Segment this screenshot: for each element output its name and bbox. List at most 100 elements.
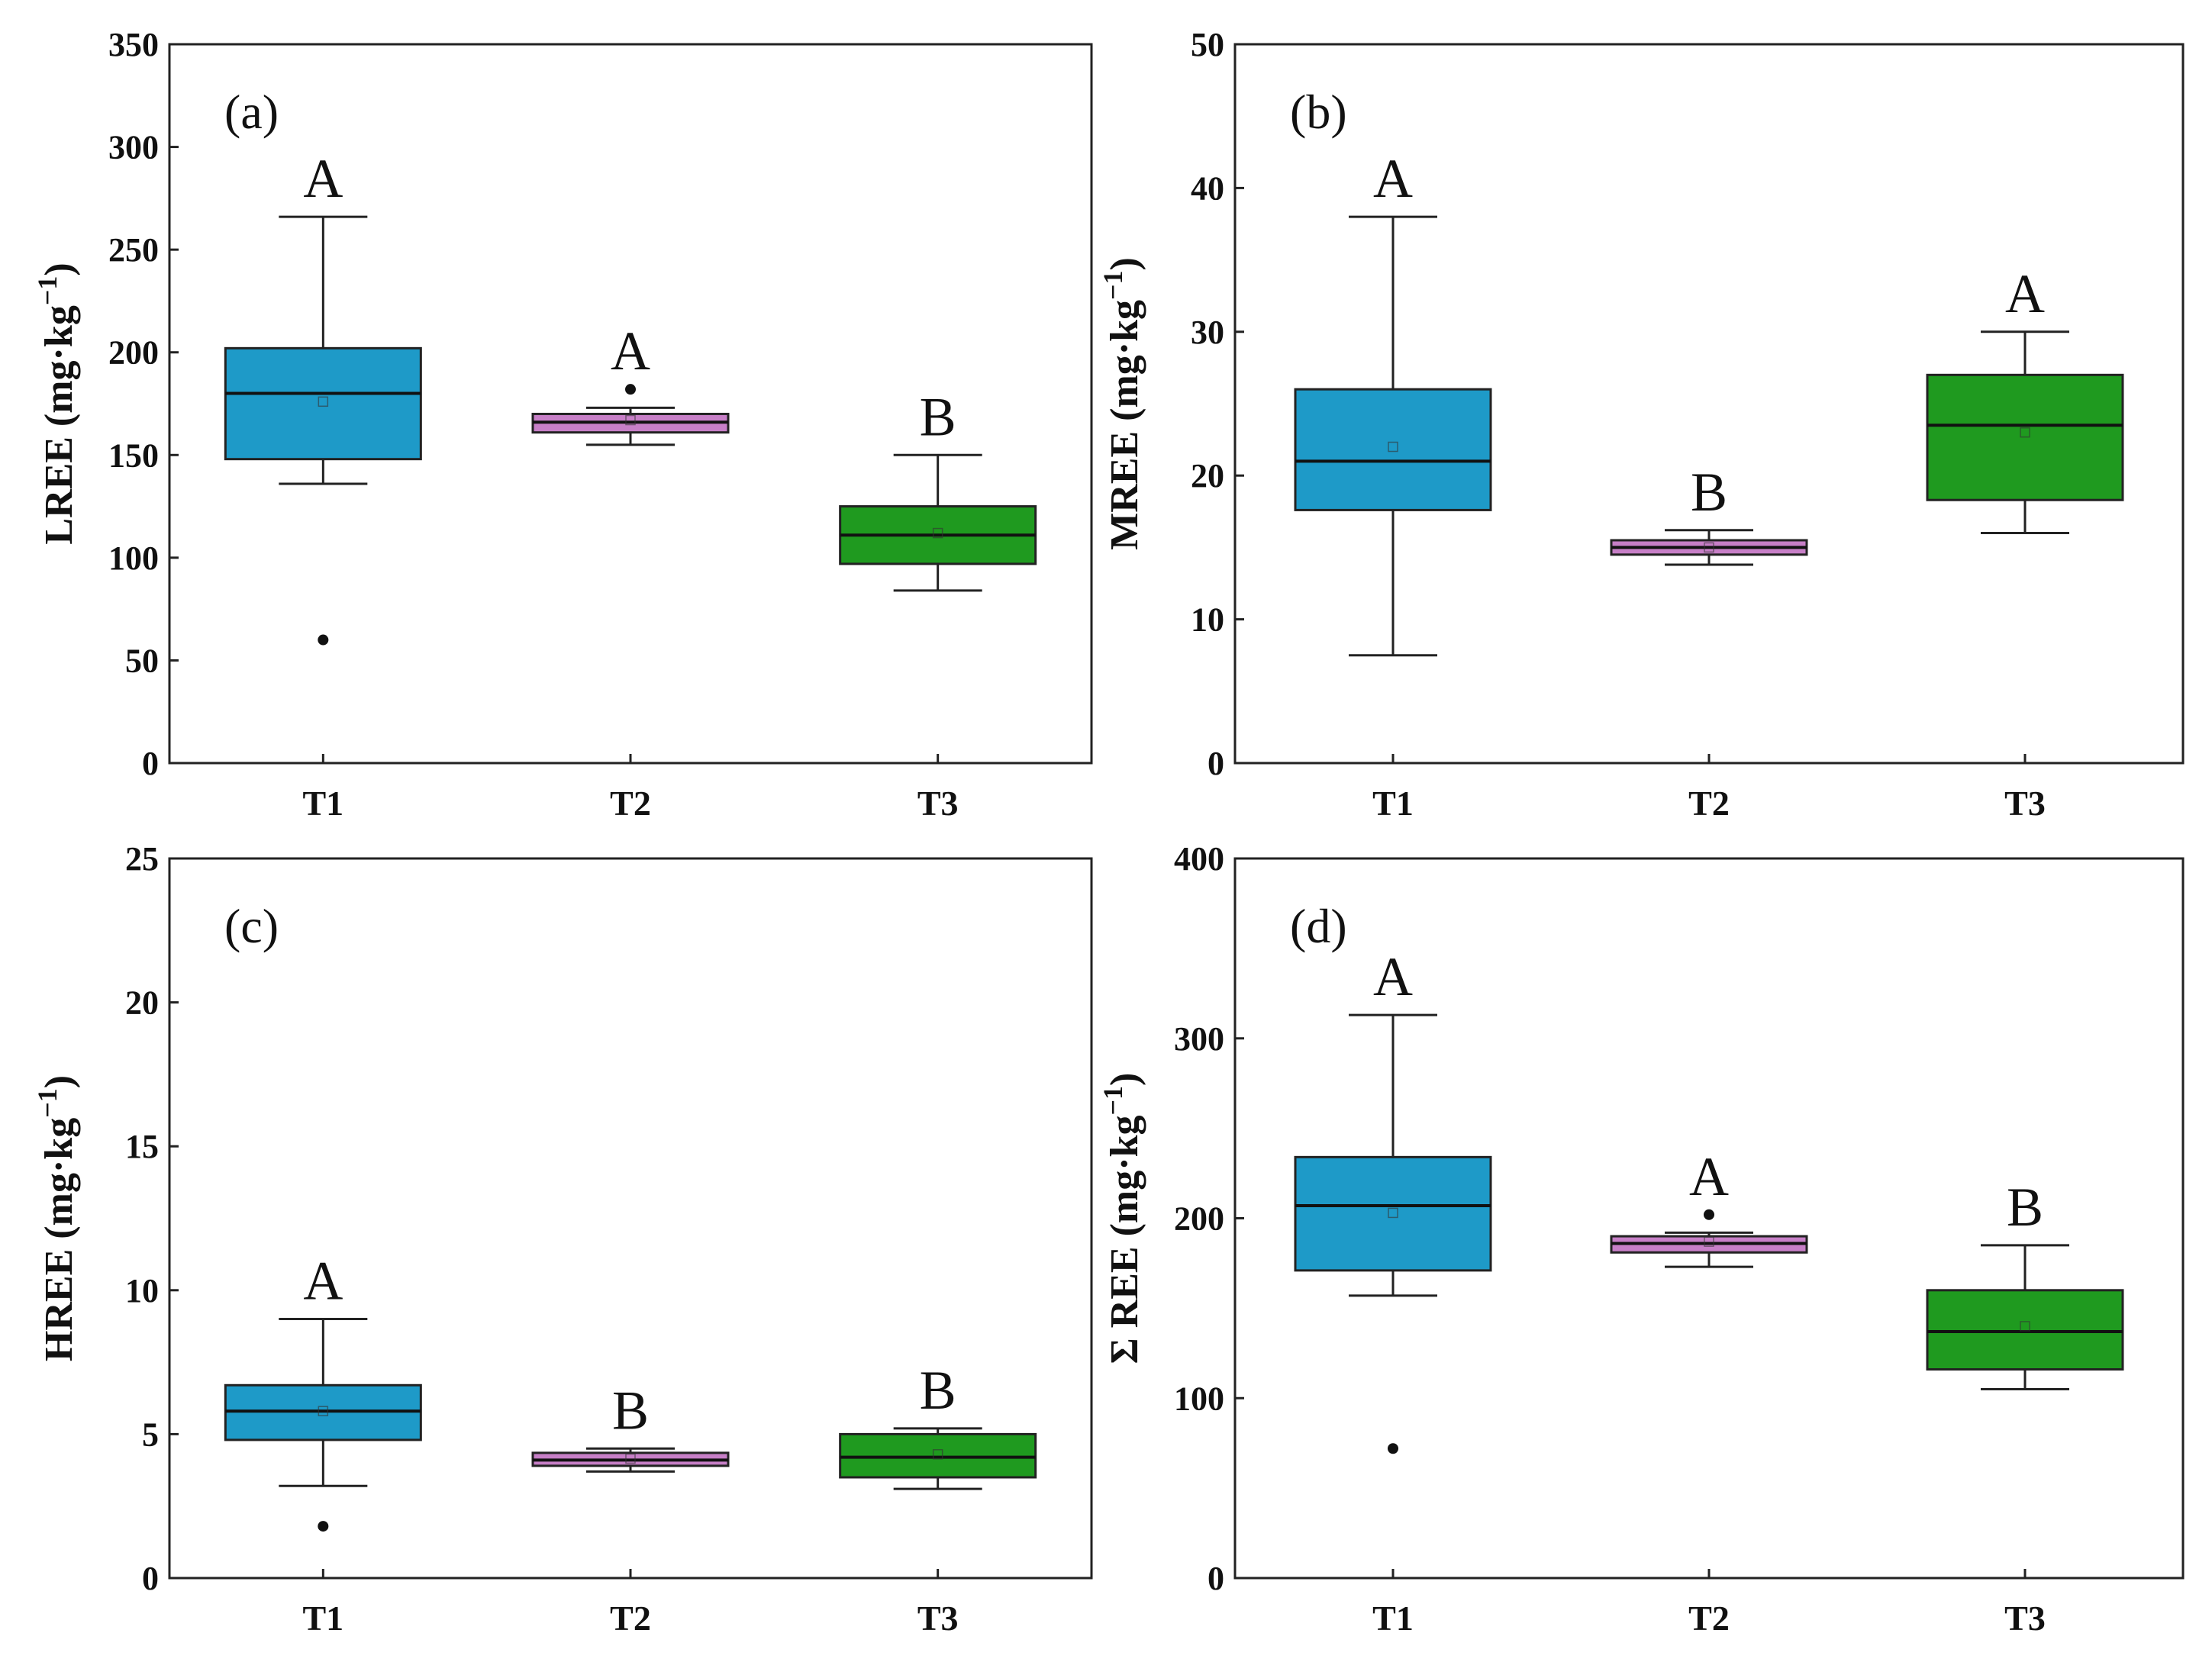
- y-tick-label: 0: [1208, 1560, 1224, 1597]
- panel-label: (c): [224, 899, 279, 953]
- outlier-point: [1704, 1209, 1714, 1220]
- mean-marker: [1704, 1236, 1714, 1247]
- significance-letter: B: [1691, 462, 1727, 523]
- mean-marker: [625, 1453, 636, 1464]
- y-axis-title-close: ): [37, 1075, 81, 1088]
- x-tick-label: T3: [917, 1599, 959, 1638]
- y-tick-label: 10: [1191, 601, 1224, 639]
- box-T1: T1 A: [1294, 946, 1492, 1638]
- y-axis-title-unit: (mg·kg: [37, 1118, 81, 1239]
- y-axis-title: HREE (mg·kg−1): [32, 1075, 81, 1361]
- y-tick-label: 200: [108, 334, 159, 372]
- y-axis-title-close: ): [1103, 1073, 1146, 1086]
- y-axis-title: MREE (mg·kg−1): [1098, 257, 1146, 550]
- panel-c: 0 5 10 15 20 25 HREE (mg·kg−1) (c) T1 A T2 B T3 B: [32, 840, 1093, 1638]
- y-axis-title-unit: (mg·kg: [1103, 300, 1146, 421]
- significance-letter: B: [920, 1360, 956, 1421]
- y-axis-title-sup: −1: [1098, 270, 1128, 300]
- panel-label: (d): [1290, 899, 1347, 953]
- y-tick-label: 30: [1191, 314, 1224, 351]
- significance-letter: A: [2005, 263, 2045, 324]
- y-tick-label: 0: [142, 1560, 159, 1597]
- significance-letter: A: [303, 1251, 343, 1312]
- x-tick-label: T3: [2004, 784, 2046, 823]
- mean-marker: [625, 414, 636, 426]
- outlier-point: [318, 1521, 329, 1532]
- y-tick-label: 100: [1174, 1380, 1224, 1417]
- significance-letter: A: [1373, 148, 1413, 209]
- y-axis-title-main: Σ REE: [1103, 1236, 1146, 1364]
- box-T2: T2 B: [531, 1380, 730, 1638]
- x-tick-label: T2: [610, 1599, 651, 1638]
- x-tick-label: T2: [610, 784, 651, 823]
- y-axis-title-close: ): [37, 263, 81, 275]
- significance-letter: B: [920, 386, 956, 447]
- y-axis-title-main: MREE: [1103, 421, 1146, 550]
- y-tick-label: 300: [108, 129, 159, 166]
- y-axis-title-close: ): [1103, 257, 1146, 270]
- mean-marker: [318, 396, 329, 407]
- significance-letter: A: [1373, 946, 1413, 1007]
- y-axis-title-sup: −1: [32, 1088, 63, 1118]
- significance-letter: A: [303, 148, 343, 209]
- y-tick-label: 40: [1191, 169, 1224, 207]
- y-tick-label: 300: [1174, 1020, 1224, 1058]
- box-T2: T2 B: [1610, 462, 1808, 823]
- iqr-box: [1926, 1289, 2124, 1371]
- panel-d: 0 100 200 300 400 Σ REE (mg·kg−1) (d) T1 A T2 A T3 B: [1098, 840, 2185, 1638]
- outlier-point: [318, 634, 329, 646]
- y-tick-label: 400: [1174, 840, 1224, 878]
- mean-marker: [932, 527, 943, 539]
- significance-letter: B: [2007, 1177, 2043, 1238]
- panel-b: 0 10 20 30 40 50 MREE (mg·kg−1) (b) T1 A T2 B T3 A: [1098, 26, 2185, 823]
- mean-marker: [2020, 1321, 2030, 1332]
- iqr-box: [1294, 388, 1492, 511]
- iqr-box: [224, 346, 422, 461]
- x-tick-label: T1: [302, 784, 343, 823]
- y-tick-label: 20: [1191, 457, 1224, 494]
- box-T3: T3 A: [1926, 263, 2124, 823]
- y-axis-title-main: HREE: [37, 1239, 81, 1361]
- box-T3: T3 B: [1926, 1177, 2124, 1638]
- mean-marker: [1388, 1207, 1398, 1219]
- mean-marker: [318, 1406, 329, 1416]
- panel-a: 0 50 100 150 200 250 300 350 LREE (mg·kg−1) (a) T1…: [32, 26, 1093, 823]
- y-tick-label: 350: [108, 26, 159, 63]
- mean-marker: [932, 1449, 943, 1460]
- y-tick-label: 25: [125, 840, 159, 878]
- y-tick-label: 200: [1174, 1200, 1224, 1238]
- x-tick-label: T1: [1372, 1599, 1414, 1638]
- x-tick-label: T1: [302, 1599, 343, 1638]
- mean-marker: [1704, 542, 1714, 553]
- panel-label: (a): [224, 85, 279, 139]
- panel-label: (b): [1290, 85, 1347, 139]
- y-tick-label: 10: [125, 1272, 159, 1309]
- mean-marker: [1388, 441, 1398, 453]
- box-T3: T3 B: [839, 386, 1037, 823]
- outlier-point: [1388, 1443, 1398, 1454]
- y-tick-label: 50: [1191, 26, 1224, 63]
- box-T2: T2 A: [531, 320, 730, 823]
- y-tick-label: 15: [125, 1128, 159, 1165]
- y-tick-label: 0: [1208, 745, 1224, 782]
- iqr-box: [1294, 1155, 1492, 1272]
- y-tick-label: 5: [142, 1416, 159, 1453]
- box-T1: T1 A: [224, 148, 422, 823]
- y-tick-label: 250: [108, 231, 159, 269]
- y-axis-title: LREE (mg·kg−1): [32, 263, 81, 544]
- x-tick-label: T2: [1688, 784, 1730, 823]
- x-tick-label: T3: [917, 784, 959, 823]
- box-T1: T1 A: [1294, 148, 1492, 823]
- box-T3: T3 B: [839, 1360, 1037, 1638]
- y-tick-label: 0: [142, 745, 159, 782]
- y-axis-title-sup: −1: [32, 276, 63, 306]
- y-axis-title-unit: (mg·kg: [37, 305, 81, 427]
- significance-letter: B: [612, 1380, 649, 1441]
- y-tick-label: 150: [108, 436, 159, 474]
- y-tick-label: 20: [125, 984, 159, 1022]
- mean-marker: [2020, 427, 2030, 438]
- x-tick-label: T1: [1372, 784, 1414, 823]
- box-T1: T1 A: [224, 1251, 422, 1638]
- significance-letter: A: [1689, 1146, 1729, 1207]
